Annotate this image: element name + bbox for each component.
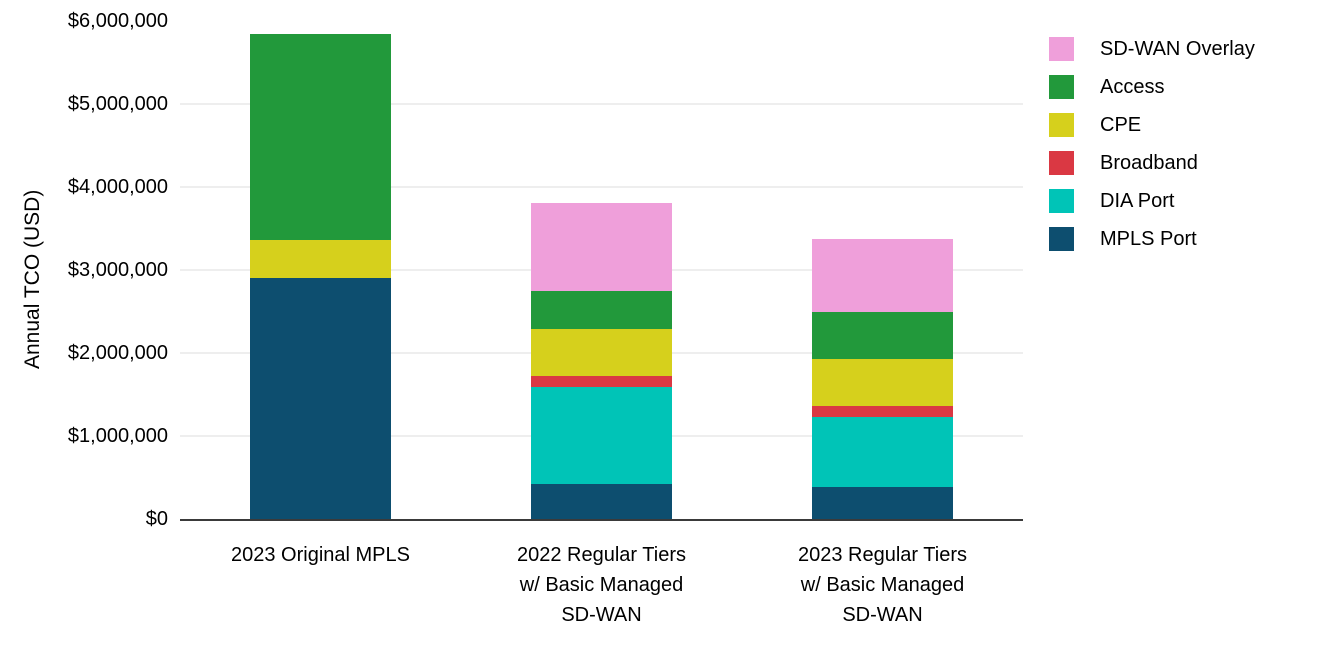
bar-segment-broadband — [531, 376, 672, 388]
plot-area — [180, 21, 1023, 521]
bar-segment-dia-port — [531, 387, 672, 485]
legend-swatch-sd-wan-overlay — [1049, 37, 1074, 61]
y-tick-label: $0 — [145, 508, 168, 530]
legend-swatch-broadband — [1049, 151, 1074, 175]
y-axis-tick-labels: $0 $1,000,000 $2,000,000 $3,000,000 $4,000,0… — [0, 0, 168, 660]
bar-segment-sd-wan-overlay — [812, 239, 953, 313]
y-tick-label: $6,000,000 — [67, 10, 168, 32]
bar-segment-mpls-port — [250, 278, 391, 519]
y-tick-label: $4,000,000 — [67, 176, 168, 198]
y-tick-label: $2,000,000 — [67, 342, 168, 364]
legend-item-mpls-port: MPLS Port — [1049, 227, 1255, 251]
legend-label-dia-port: DIA Port — [1100, 190, 1175, 212]
bar-segment-sd-wan-overlay — [531, 202, 672, 291]
bar-segment-cpe — [531, 328, 672, 377]
legend-label-cpe: CPE — [1100, 114, 1142, 136]
legend-label-broadband: Broadband — [1100, 152, 1198, 174]
bar-segment-dia-port — [812, 416, 953, 488]
legend: SD-WAN Overlay Access CPE Broadband DIA Port… — [1049, 37, 1255, 251]
x-axis-category-labels: 2023 Original MPLS 2022 Regular Tiers w/ B… — [180, 540, 1023, 650]
legend-swatch-mpls-port — [1049, 227, 1074, 251]
x-category-label-line: 2023 Regular Tiers — [798, 544, 967, 566]
bar-segment-broadband — [812, 406, 953, 417]
x-category-label-2022-regular-tiers-w-basic-managed-sd-wan: 2022 Regular Tiers w/ Basic Managed SD-WAN — [461, 540, 742, 630]
x-category-label-2023-original-mpls: 2023 Original MPLS — [180, 540, 461, 570]
y-tick-label: $5,000,000 — [67, 93, 168, 115]
x-category-label-line: SD-WAN — [842, 604, 923, 626]
legend-item-broadband: Broadband — [1049, 151, 1255, 175]
legend-swatch-cpe — [1049, 113, 1074, 137]
legend-swatch-dia-port — [1049, 189, 1074, 213]
legend-label-mpls-port: MPLS Port — [1100, 228, 1197, 250]
x-category-label-line: 2023 Original MPLS — [231, 544, 410, 566]
legend-item-dia-port: DIA Port — [1049, 189, 1255, 213]
bar-segment-access — [250, 34, 391, 241]
bar-segment-access — [531, 290, 672, 329]
bar-segment-cpe — [250, 240, 391, 279]
y-tick-label: $3,000,000 — [67, 259, 168, 281]
x-category-label-line: SD-WAN — [561, 604, 642, 626]
x-category-label-line: 2022 Regular Tiers — [517, 544, 686, 566]
x-category-label-2023-regular-tiers-w-basic-managed-sd-wan: 2023 Regular Tiers w/ Basic Managed SD-WAN — [742, 540, 1023, 630]
gridline-4000000 — [180, 186, 1023, 188]
bar-segment-mpls-port — [531, 484, 672, 519]
y-tick-label: $1,000,000 — [67, 425, 168, 447]
legend-label-access: Access — [1100, 76, 1165, 98]
gridline-5000000 — [180, 103, 1023, 105]
bar-segment-access — [812, 312, 953, 359]
x-category-label-line: w/ Basic Managed — [519, 574, 684, 596]
bar-segment-mpls-port — [812, 487, 953, 519]
legend-swatch-access — [1049, 75, 1074, 99]
legend-label-sd-wan-overlay: SD-WAN Overlay — [1100, 38, 1255, 60]
legend-item-access: Access — [1049, 75, 1255, 99]
bar-segment-cpe — [812, 358, 953, 407]
legend-item-cpe: CPE — [1049, 113, 1255, 137]
x-category-label-line: w/ Basic Managed — [800, 574, 965, 596]
legend-item-sd-wan-overlay: SD-WAN Overlay — [1049, 37, 1255, 61]
